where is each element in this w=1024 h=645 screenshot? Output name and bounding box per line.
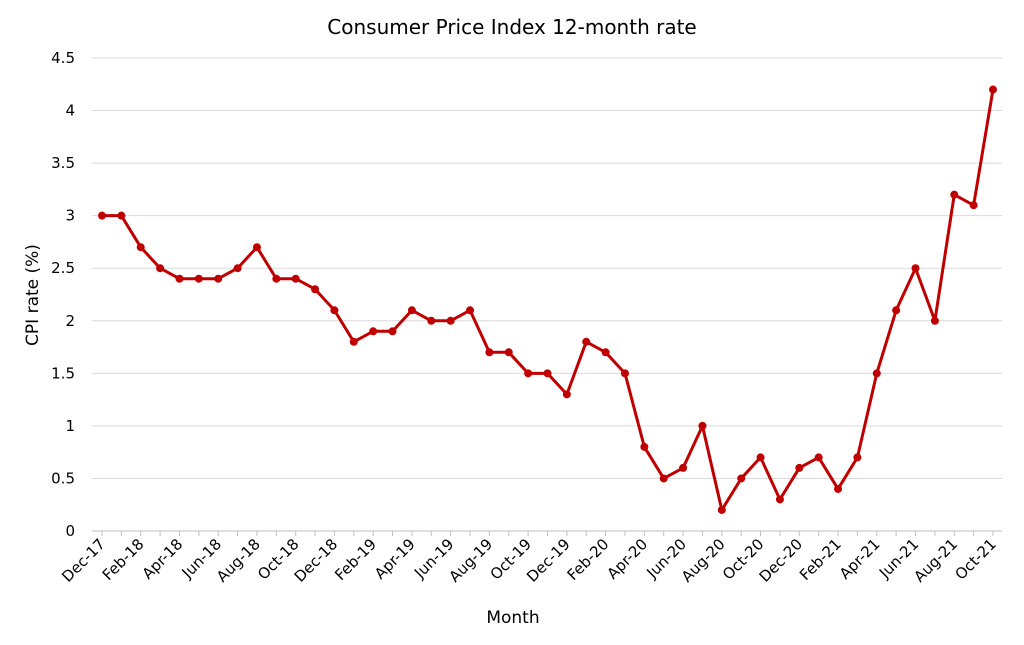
data-point xyxy=(272,274,281,283)
data-point xyxy=(524,369,533,378)
data-point xyxy=(737,474,746,483)
data-point xyxy=(659,474,668,483)
data-point xyxy=(756,453,765,462)
x-tick-label: Aug-18 xyxy=(213,535,264,586)
data-point xyxy=(194,274,203,283)
x-tick-label: Aug-21 xyxy=(910,535,961,586)
y-tick-label: 4 xyxy=(65,102,75,120)
data-point xyxy=(950,190,959,199)
y-tick-label: 2.5 xyxy=(51,259,75,277)
data-point xyxy=(620,369,629,378)
y-tick-label: 0.5 xyxy=(51,469,75,487)
y-axis-ticks: 0 0.5 1 1.5 2 2.5 3 3.5 4 4.5 xyxy=(51,49,75,540)
data-point xyxy=(562,390,571,399)
data-point xyxy=(233,264,242,273)
x-axis-ticks: Dec-17Feb-18Apr-18Jun-18Aug-18Oct-18Dec-… xyxy=(58,531,1000,586)
x-tick-label: Dec-19 xyxy=(523,535,574,586)
x-tick-label: Feb-21 xyxy=(796,535,845,584)
gridlines xyxy=(92,57,1002,479)
x-tick-label: Feb-19 xyxy=(331,535,380,584)
data-point xyxy=(349,337,358,346)
x-tick-label: Feb-20 xyxy=(564,535,613,584)
x-tick-label: Dec-20 xyxy=(756,535,807,586)
data-point xyxy=(407,306,416,315)
data-point xyxy=(717,505,726,514)
data-point xyxy=(969,201,978,210)
x-tick-label: Aug-19 xyxy=(445,535,496,586)
data-point xyxy=(175,274,184,283)
x-tick-label: Apr-20 xyxy=(603,535,651,583)
x-axis-label: Month xyxy=(486,608,539,628)
x-tick-label: Dec-17 xyxy=(58,535,109,586)
data-point xyxy=(892,306,901,315)
cpi-series-line xyxy=(102,89,995,512)
data-point xyxy=(930,316,939,325)
data-point xyxy=(466,306,475,315)
data-point xyxy=(504,348,513,357)
y-tick-label: 1 xyxy=(65,417,75,435)
data-point xyxy=(814,453,823,462)
x-tick-label: Apr-21 xyxy=(836,535,884,583)
y-tick-label: 4.5 xyxy=(51,49,75,67)
data-point xyxy=(601,348,610,357)
y-tick-label: 1.5 xyxy=(51,364,75,382)
data-point xyxy=(214,274,223,283)
data-point xyxy=(582,337,591,346)
data-point xyxy=(98,211,106,220)
data-point xyxy=(834,484,843,493)
chart-title: Consumer Price Index 12-month rate xyxy=(327,15,696,39)
cpi-data-points xyxy=(98,85,997,514)
y-tick-label: 0 xyxy=(65,522,75,540)
data-point xyxy=(427,316,436,325)
x-tick-label: Apr-19 xyxy=(371,535,419,583)
data-point xyxy=(136,243,145,252)
y-axis-label: CPI rate (%) xyxy=(23,244,43,346)
data-point xyxy=(795,463,804,472)
data-point xyxy=(775,495,784,504)
data-point xyxy=(872,369,881,378)
data-point xyxy=(311,285,320,294)
data-point xyxy=(679,463,688,472)
data-point xyxy=(698,421,707,430)
data-point xyxy=(330,306,339,315)
data-point xyxy=(369,327,378,336)
data-point xyxy=(543,369,552,378)
y-tick-label: 2 xyxy=(65,312,75,330)
x-tick-label: Dec-18 xyxy=(291,535,342,586)
y-tick-label: 3.5 xyxy=(51,154,75,172)
x-tick-label: Feb-18 xyxy=(99,535,148,584)
x-tick-label: Oct-21 xyxy=(951,535,999,583)
data-point xyxy=(388,327,397,336)
data-point xyxy=(640,442,649,451)
data-point xyxy=(117,211,126,220)
data-point xyxy=(291,274,300,283)
data-point xyxy=(911,264,920,273)
data-point xyxy=(252,243,261,252)
data-point xyxy=(446,316,455,325)
data-point xyxy=(989,85,997,94)
y-tick-label: 3 xyxy=(65,207,75,225)
data-point xyxy=(853,453,862,462)
data-point xyxy=(485,348,494,357)
data-point xyxy=(156,264,165,273)
x-tick-label: Apr-18 xyxy=(139,535,187,583)
x-tick-label: Aug-20 xyxy=(678,535,729,586)
